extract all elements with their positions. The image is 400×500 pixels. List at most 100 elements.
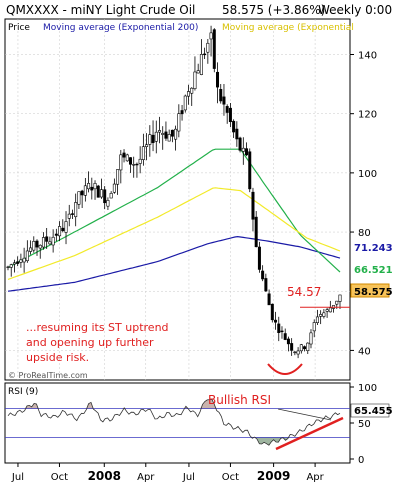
time-tick-label: Apr xyxy=(137,472,155,483)
candle-body xyxy=(154,131,158,142)
candle-body xyxy=(145,144,149,147)
right-label-box xyxy=(350,283,390,298)
candle-body xyxy=(225,106,229,113)
rsi-tick-label: 50 xyxy=(358,419,371,430)
price-tick-label: 40 xyxy=(358,346,371,357)
legend-ema-slow: Moving average (Exponential 200) xyxy=(43,23,198,33)
candle-body xyxy=(193,71,197,89)
candle-body xyxy=(254,216,258,248)
rsi-tick-label: 100 xyxy=(358,383,377,394)
ema-fast-line xyxy=(7,187,341,280)
candle-body xyxy=(38,244,42,249)
candle-body xyxy=(70,213,74,215)
candle-body xyxy=(251,191,255,220)
time-tick-label: Jul xyxy=(182,472,195,483)
candle-body xyxy=(83,185,87,196)
candle-body xyxy=(312,322,316,332)
candle-body xyxy=(219,89,223,102)
last-price: 58.575 (+3.86%) xyxy=(222,3,325,17)
candle-body xyxy=(267,293,271,306)
time-tick-label: 2008 xyxy=(88,469,121,483)
candle-body xyxy=(29,247,33,252)
candle-body xyxy=(190,87,194,94)
moving-averages xyxy=(7,148,341,292)
candle-body xyxy=(303,346,307,350)
candle-body xyxy=(9,264,13,268)
rsi-value-box xyxy=(350,403,390,418)
candle-body xyxy=(109,192,113,199)
candle-body xyxy=(170,129,174,137)
candle-body xyxy=(235,128,239,140)
rsi-panel xyxy=(4,382,351,464)
candle-body xyxy=(157,130,161,133)
candle-body xyxy=(112,183,116,193)
right-price-labels: 71.243 66.521 58.575 xyxy=(350,240,393,298)
candle-body xyxy=(338,294,342,302)
candle-body xyxy=(180,110,184,115)
candle-body xyxy=(99,189,103,198)
rsi-line xyxy=(7,398,341,446)
price-axis: 406080100120140 xyxy=(350,51,377,357)
candle-body xyxy=(80,190,84,196)
candle-body xyxy=(48,241,52,245)
candle-body xyxy=(116,169,120,185)
candle-body xyxy=(25,250,29,262)
candle-body xyxy=(106,200,110,207)
candle-body xyxy=(212,29,216,69)
candle-body xyxy=(216,71,220,88)
right-label-box xyxy=(351,262,389,275)
candle-body xyxy=(103,189,107,204)
watermark: © ProRealTime.com xyxy=(8,371,88,380)
candle-body xyxy=(228,107,232,123)
legend-ema-fast: Moving average (Exponential xyxy=(222,23,354,33)
candle-body xyxy=(151,134,155,143)
candle-body xyxy=(161,133,165,135)
price-grid xyxy=(5,19,350,380)
candle-body xyxy=(58,226,62,237)
candle-body xyxy=(238,137,242,151)
candle-body xyxy=(54,233,58,236)
candle-body xyxy=(274,319,278,323)
candle-body xyxy=(277,323,281,333)
candle-body xyxy=(206,42,210,53)
candle-body xyxy=(328,307,332,313)
candle-body xyxy=(315,316,319,323)
candle-body xyxy=(6,266,10,269)
right-label-box xyxy=(351,240,389,253)
time-axis: Jul Oct 2008 Apr Jul Oct 2009 Apr xyxy=(5,462,350,483)
candle-body xyxy=(283,333,287,340)
candle-body xyxy=(286,338,290,345)
right-label: 58.575 xyxy=(354,287,393,298)
candle-body xyxy=(177,113,181,132)
bottom-arc xyxy=(267,363,303,375)
candle-body xyxy=(174,128,178,140)
candle-body xyxy=(183,95,187,111)
legend-price: Price xyxy=(8,23,30,33)
candle-body xyxy=(261,270,265,280)
candle-body xyxy=(322,312,326,317)
ema-200-line xyxy=(7,235,341,292)
candle-body xyxy=(209,32,213,40)
candle-body xyxy=(299,344,303,352)
candle-body xyxy=(257,246,261,270)
level-label: 54.57 xyxy=(287,285,321,299)
rsi-plot xyxy=(5,398,350,446)
rsi-axis: 0 50 100 65.455 xyxy=(350,383,393,466)
candle-body xyxy=(35,240,39,248)
candle-body xyxy=(335,300,339,305)
price-tick-label: 140 xyxy=(358,51,377,62)
candle-body xyxy=(187,91,191,97)
candle-body xyxy=(90,186,94,191)
price-panel xyxy=(4,18,351,381)
candle-body xyxy=(125,154,129,162)
candle-body xyxy=(241,147,245,152)
candle-body xyxy=(32,241,36,251)
candle-body xyxy=(167,134,171,142)
candle-body xyxy=(280,330,284,333)
candlesticks xyxy=(6,25,342,359)
candle-body xyxy=(270,303,274,321)
candle-body xyxy=(296,350,300,355)
candle-body xyxy=(51,236,55,246)
time-tick-label: Jul xyxy=(11,472,24,483)
candle-body xyxy=(325,309,329,312)
